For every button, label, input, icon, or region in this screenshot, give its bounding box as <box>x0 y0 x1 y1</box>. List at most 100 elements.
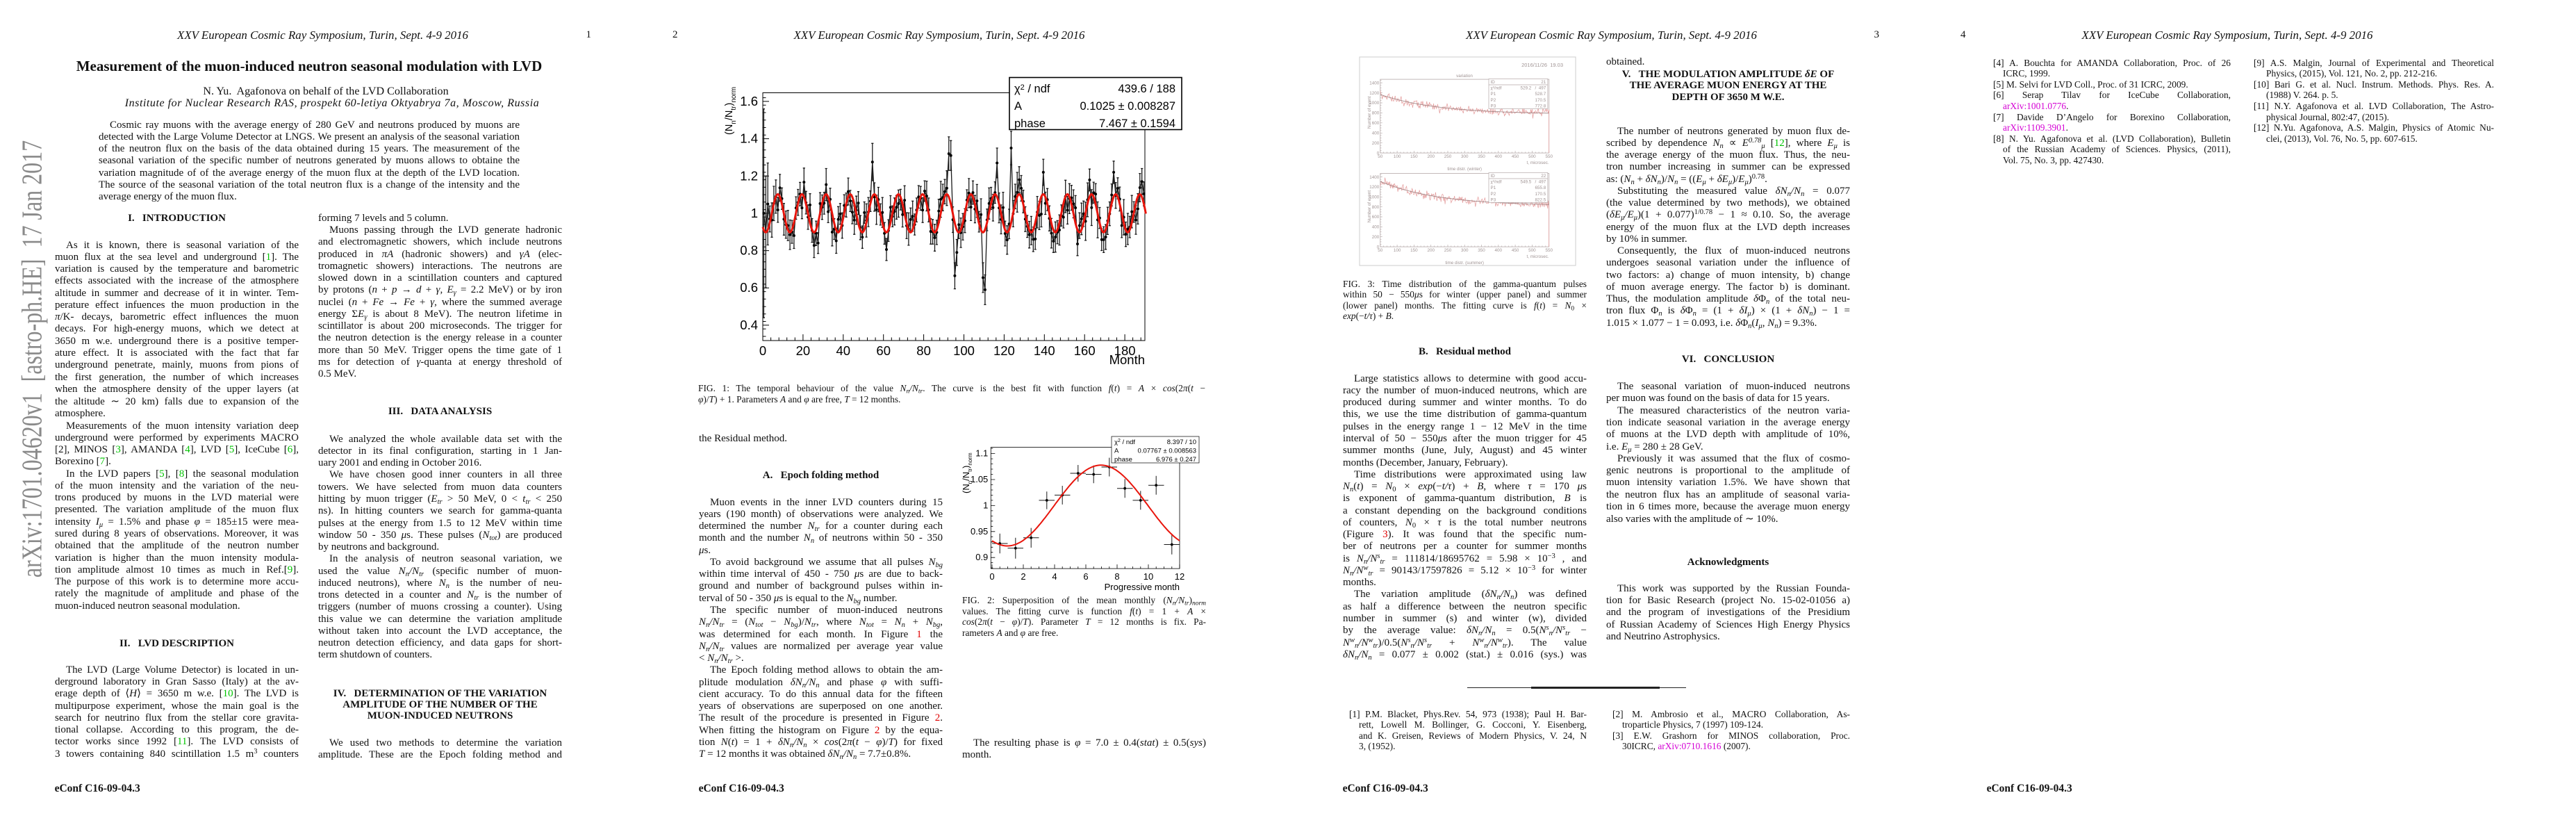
svg-text:800: 800 <box>1372 111 1380 116</box>
svg-text:549.5 / 497: 549.5 / 497 <box>1521 180 1546 185</box>
svg-text:1: 1 <box>751 206 758 220</box>
svg-text:Progressive month: Progressive month <box>1105 582 1180 592</box>
svg-text:time distr. (summer): time distr. (summer) <box>1445 261 1484 265</box>
svg-text:400: 400 <box>1372 131 1380 136</box>
svg-text:0.1025 ± 0.008287: 0.1025 ± 0.008287 <box>1080 100 1175 113</box>
svg-text:P1: P1 <box>1491 92 1496 97</box>
svg-text:772.8: 772.8 <box>1535 104 1546 108</box>
svg-text:Number of event: Number of event <box>1367 96 1372 129</box>
svg-text:1.05: 1.05 <box>971 474 988 484</box>
svg-text:439.6 / 188: 439.6 / 188 <box>1118 83 1175 95</box>
svg-text:0.6: 0.6 <box>740 280 758 295</box>
svg-text:22: 22 <box>1541 174 1546 179</box>
svg-text:1.6: 1.6 <box>740 94 758 108</box>
svg-text:170.5: 170.5 <box>1535 192 1546 197</box>
svg-text:250: 250 <box>1444 154 1452 159</box>
svg-text:0.9: 0.9 <box>975 552 988 562</box>
svg-text:t, microsec.: t, microsec. <box>1526 161 1549 165</box>
svg-text:2016/11/26 19.03: 2016/11/26 19.03 <box>1521 62 1563 68</box>
svg-text:7.467 ± 0.1594: 7.467 ± 0.1594 <box>1099 117 1175 130</box>
svg-text:600: 600 <box>1372 121 1380 126</box>
svg-text:1000: 1000 <box>1369 101 1380 106</box>
svg-text:8: 8 <box>1114 571 1119 582</box>
svg-text:350: 350 <box>1478 154 1485 159</box>
svg-text:500: 500 <box>1528 154 1536 159</box>
svg-text:(Nn/Ntr)norm: (Nn/Ntr)norm <box>724 87 738 135</box>
svg-text:0: 0 <box>1377 151 1380 156</box>
svg-text:170.5: 170.5 <box>1535 98 1546 103</box>
svg-text:1.2: 1.2 <box>740 168 758 183</box>
svg-text:600: 600 <box>1372 215 1380 220</box>
svg-text:200: 200 <box>1372 235 1380 240</box>
svg-text:P2: P2 <box>1491 98 1496 103</box>
svg-text:528.7: 528.7 <box>1535 92 1546 97</box>
svg-text:(Nn/Ntr)norm: (Nn/Ntr)norm <box>961 452 973 493</box>
svg-text:250: 250 <box>1444 248 1452 253</box>
svg-text:60: 60 <box>876 343 891 358</box>
svg-text:χ2 / ndf: χ2 / ndf <box>1114 439 1135 446</box>
svg-text:A: A <box>1014 100 1022 113</box>
svg-text:χ²/ndf: χ²/ndf <box>1491 180 1502 185</box>
svg-text:ID: ID <box>1491 174 1496 179</box>
svg-text:1400: 1400 <box>1369 81 1380 85</box>
svg-text:0.8: 0.8 <box>740 243 758 258</box>
svg-text:200: 200 <box>1372 141 1380 146</box>
svg-text:50: 50 <box>1378 154 1383 159</box>
svg-text:200: 200 <box>1427 154 1435 159</box>
svg-text:40: 40 <box>836 343 851 358</box>
svg-text:450: 450 <box>1512 248 1519 253</box>
svg-text:variation: variation <box>1456 74 1473 79</box>
svg-text:phase: phase <box>1114 456 1132 464</box>
svg-text:140: 140 <box>1034 343 1055 358</box>
svg-text:50: 50 <box>1378 248 1383 253</box>
svg-text:400: 400 <box>1372 225 1380 230</box>
svg-text:0: 0 <box>759 343 766 358</box>
svg-text:0: 0 <box>989 571 994 582</box>
svg-text:4: 4 <box>1052 571 1057 582</box>
svg-text:550: 550 <box>1545 248 1553 253</box>
svg-text:450: 450 <box>1512 154 1519 159</box>
svg-text:χ2 / ndf: χ2 / ndf <box>1014 83 1050 95</box>
svg-text:350: 350 <box>1478 248 1485 253</box>
svg-text:A: A <box>1114 448 1119 455</box>
svg-text:822.5: 822.5 <box>1535 197 1546 202</box>
svg-text:150: 150 <box>1410 154 1418 159</box>
svg-text:1.4: 1.4 <box>740 131 758 146</box>
svg-text:t, microsec.: t, microsec. <box>1526 254 1549 259</box>
svg-text:529.2 / 497: 529.2 / 497 <box>1521 86 1546 91</box>
svg-text:12: 12 <box>1175 571 1184 582</box>
svg-text:2: 2 <box>1021 571 1025 582</box>
svg-text:300: 300 <box>1461 248 1469 253</box>
svg-text:Month: Month <box>1109 352 1145 367</box>
svg-text:P1: P1 <box>1491 186 1496 190</box>
svg-text:800: 800 <box>1372 205 1380 210</box>
svg-text:χ²/ndf: χ²/ndf <box>1491 86 1502 91</box>
svg-text:time distr. (winter): time distr. (winter) <box>1447 167 1482 172</box>
svg-text:400: 400 <box>1495 154 1503 159</box>
svg-text:100: 100 <box>953 343 975 358</box>
svg-text:P3: P3 <box>1491 197 1496 202</box>
svg-text:1.1: 1.1 <box>975 448 988 459</box>
svg-text:1200: 1200 <box>1369 185 1380 190</box>
svg-text:300: 300 <box>1461 154 1469 159</box>
svg-text:P2: P2 <box>1491 192 1496 197</box>
svg-text:80: 80 <box>916 343 931 358</box>
svg-text:150: 150 <box>1410 248 1418 253</box>
svg-text:0.95: 0.95 <box>971 526 988 537</box>
svg-text:1: 1 <box>983 500 988 510</box>
svg-text:200: 200 <box>1427 248 1435 253</box>
svg-text:phase: phase <box>1014 117 1046 130</box>
svg-text:160: 160 <box>1074 343 1096 358</box>
svg-text:120: 120 <box>993 343 1015 358</box>
svg-text:500: 500 <box>1528 248 1536 253</box>
svg-text:10: 10 <box>1143 571 1153 582</box>
svg-text:P3: P3 <box>1491 104 1496 108</box>
svg-text:550: 550 <box>1545 154 1553 159</box>
svg-text:ID: ID <box>1491 80 1496 85</box>
svg-text:20: 20 <box>796 343 811 358</box>
svg-text:1000: 1000 <box>1369 195 1380 200</box>
svg-text:1400: 1400 <box>1369 175 1380 180</box>
svg-text:0: 0 <box>1377 245 1380 250</box>
svg-text:100: 100 <box>1394 248 1401 253</box>
svg-text:6.976 ± 0.247: 6.976 ± 0.247 <box>1156 456 1196 464</box>
